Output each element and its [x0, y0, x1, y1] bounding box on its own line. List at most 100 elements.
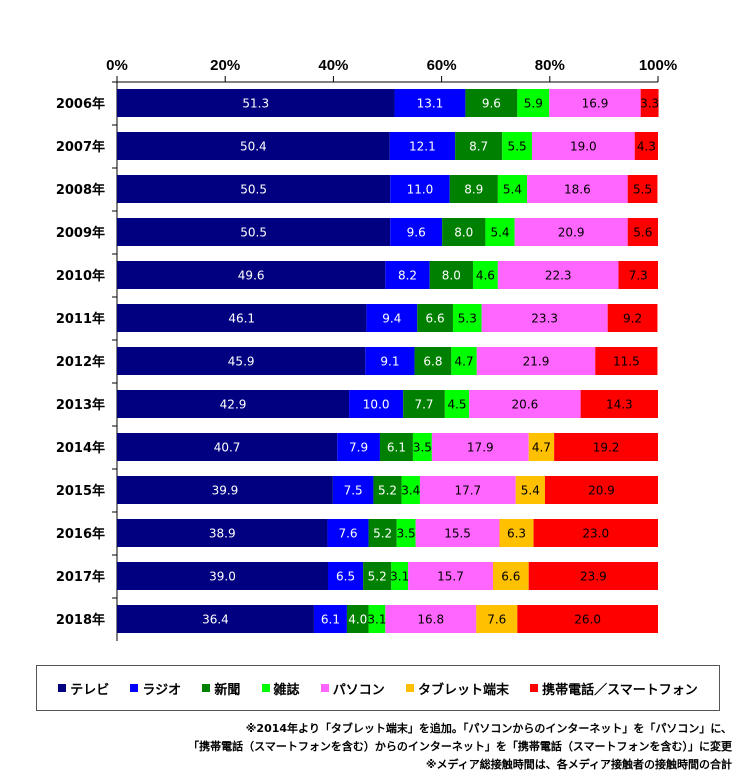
category-label: 2015年	[56, 483, 105, 499]
data-label: 6.1	[387, 441, 406, 455]
bar-segment	[499, 519, 534, 547]
bar-segment	[485, 218, 515, 246]
bar-segment	[385, 605, 477, 633]
data-label: 5.2	[373, 527, 392, 541]
bar-segment	[527, 175, 628, 203]
bar-segment	[472, 261, 498, 289]
bar-segment	[607, 304, 658, 332]
data-label: 17.7	[454, 484, 481, 498]
bar-segment	[313, 605, 347, 633]
data-label: 6.3	[507, 527, 526, 541]
category-label: 2012年	[56, 354, 105, 370]
legend-label-mobile: 携帯電話／スマートフォン	[542, 682, 698, 698]
bar-segment	[497, 175, 528, 203]
bar-segment	[419, 476, 516, 504]
bars: 51.3 13.1 9.6 5.9 16.9 3.3 50.4 12.1 8.7 5.5 19.0 4…	[117, 89, 659, 633]
bar-segment	[455, 132, 503, 160]
data-label: 42.9	[220, 398, 247, 412]
data-label: 36.4	[202, 613, 229, 627]
bar-segment	[117, 261, 386, 289]
data-label: 19.2	[593, 441, 620, 455]
legend-swatch-magazine	[261, 684, 270, 692]
bar-segment	[640, 89, 659, 117]
bar-segment	[414, 347, 452, 375]
data-label: 3.3	[640, 97, 659, 111]
data-label: 23.3	[531, 312, 558, 326]
data-label: 21.9	[523, 355, 550, 369]
data-label: 26.0	[574, 613, 601, 627]
legend-item-magazine: 雑誌	[261, 679, 300, 698]
category-label: 2009年	[56, 225, 105, 241]
bar-segment	[515, 476, 545, 504]
bar-segment	[452, 304, 482, 332]
data-label: 11.5	[613, 355, 640, 369]
category-label: 2014年	[56, 440, 105, 456]
bar-segment	[549, 89, 641, 117]
category-label: 2007年	[56, 139, 105, 155]
data-label: 12.1	[409, 140, 436, 154]
bar-segment	[595, 347, 658, 375]
bar-segment	[469, 390, 581, 418]
bar-segment	[117, 304, 367, 332]
bar-segment	[476, 605, 518, 633]
bar-segment	[346, 605, 369, 633]
legend-swatch-newspaper	[202, 684, 211, 692]
data-label: 4.3	[637, 140, 656, 154]
bar-segment	[528, 562, 658, 590]
bar-segment	[117, 175, 391, 203]
bar-segment	[337, 433, 380, 461]
data-label: 39.0	[209, 570, 236, 584]
data-label: 51.3	[242, 97, 269, 111]
category-label: 2016年	[56, 526, 105, 542]
data-label: 20.9	[558, 226, 585, 240]
data-label: 39.9	[212, 484, 239, 498]
y-axis: 2006年 2007年 2008年 2009年 2010年 2011年 2012年 2013年…	[56, 81, 118, 641]
data-label: 8.7	[469, 140, 488, 154]
bar-segment	[117, 433, 338, 461]
bar-segment	[465, 89, 518, 117]
legend-item-tv: テレビ	[58, 679, 109, 698]
bar-segment	[514, 218, 628, 246]
legend-item-tablet: タブレット端末	[405, 679, 509, 698]
footnote-3: ※メディア総接触時間は、各メディア接触者の接触時間の合計	[425, 758, 732, 771]
bar-segment	[327, 562, 364, 590]
bar-segment	[580, 390, 658, 418]
data-label: 7.6	[338, 527, 357, 541]
data-label: 4.6	[476, 269, 495, 283]
footnote-2: 「携帯電話（スマートフォンを含む）からのインターネット」を「携帯電話（スマートフ…	[188, 740, 732, 753]
stacked-bar-chart: 0% 20% 40% 60% 80% 100% 2006年2007年2008年2009年2…	[56, 57, 677, 641]
bar-segment	[368, 605, 386, 633]
data-label: 8.9	[464, 183, 483, 197]
data-label: 50.5	[240, 183, 267, 197]
legend-label-newspaper: 新聞	[214, 682, 241, 698]
legend-label-magazine: 雑誌	[273, 682, 300, 698]
bar-segment	[554, 433, 658, 461]
bar-segment	[365, 347, 415, 375]
category-label: 2011年	[56, 311, 105, 327]
bar-segment	[363, 562, 392, 590]
bar-segment	[431, 433, 529, 461]
category-label: 2010年	[56, 268, 105, 284]
data-label: 7.7	[414, 398, 433, 412]
data-label: 6.6	[501, 570, 520, 584]
data-label: 4.0	[348, 613, 367, 627]
data-label: 20.9	[588, 484, 615, 498]
data-label: 50.4	[240, 140, 267, 154]
bar-segment	[442, 218, 486, 246]
bar-segment	[481, 304, 608, 332]
data-label: 19.0	[570, 140, 597, 154]
x-tick-label: 100%	[639, 57, 677, 74]
category-label: 2018年	[56, 612, 105, 628]
x-tick-label: 80%	[535, 57, 565, 74]
x-tick-label: 20%	[210, 57, 240, 74]
bar-segment	[117, 89, 395, 117]
data-label: 17.9	[467, 441, 494, 455]
category-label: 2013年	[56, 397, 105, 413]
legend-swatch-radio	[130, 684, 139, 692]
data-label: 6.6	[426, 312, 445, 326]
bar-segment	[117, 132, 390, 160]
bar-segment	[408, 562, 493, 590]
data-label: 23.9	[580, 570, 607, 584]
legend-swatch-pc	[320, 684, 329, 692]
data-label: 6.1	[321, 613, 340, 627]
